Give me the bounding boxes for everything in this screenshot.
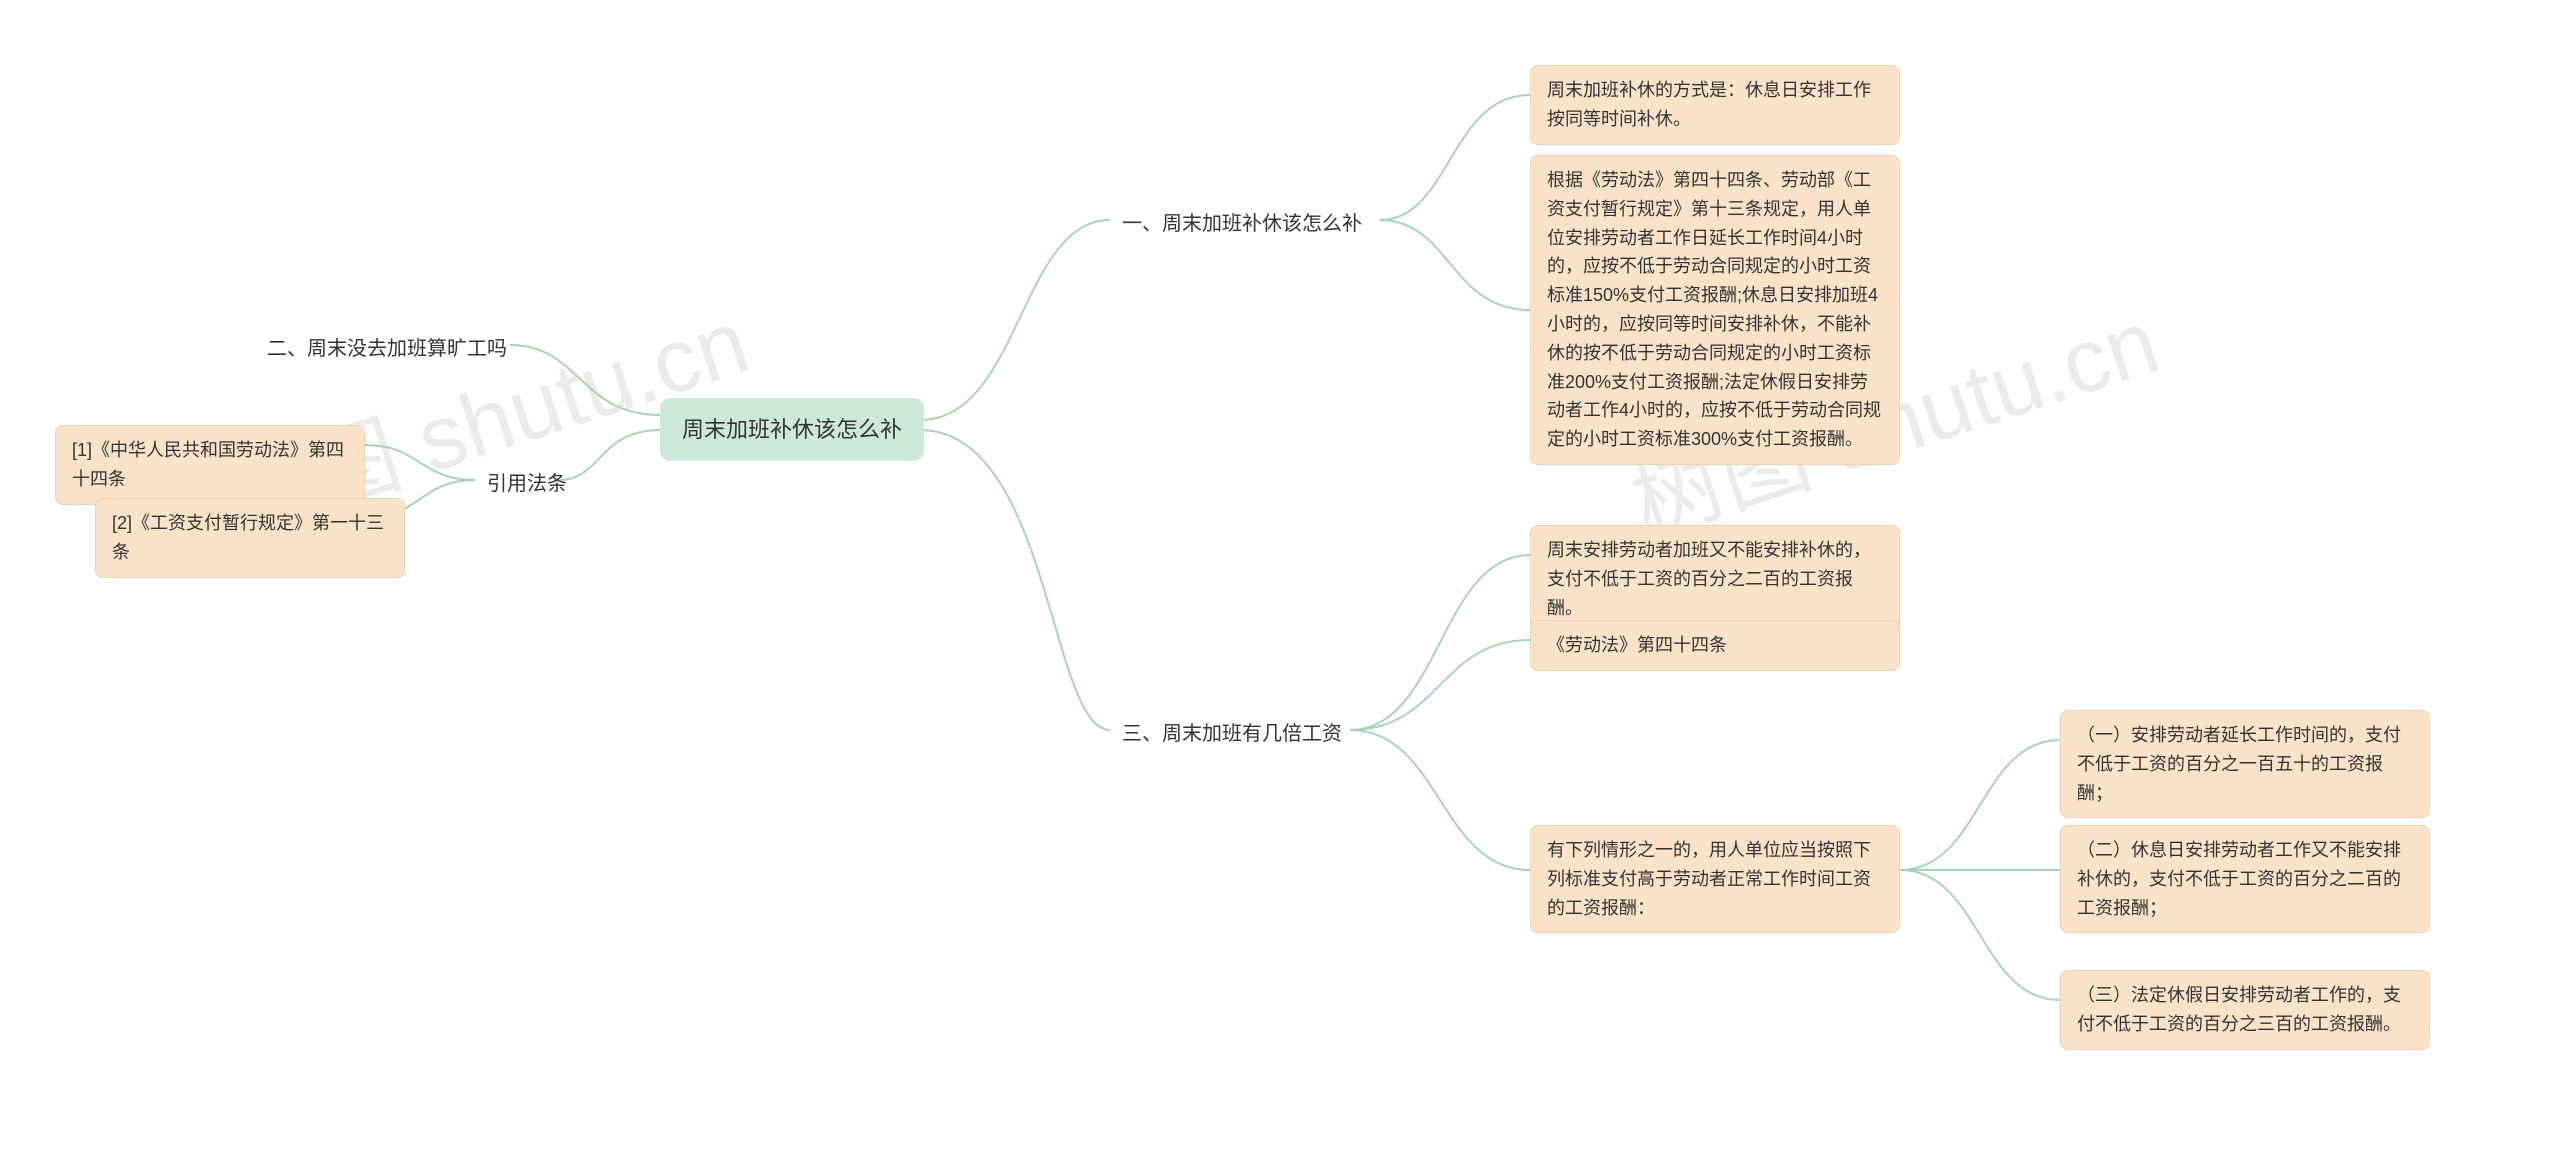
branch-2[interactable]: 二、周末没去加班算旷工吗 bbox=[255, 325, 519, 373]
leaf-3c2[interactable]: （二）休息日安排劳动者工作又不能安排补休的，支付不低于工资的百分之二百的工资报酬… bbox=[2060, 825, 2430, 933]
leaf-4b[interactable]: [2]《工资支付暂行规定》第一十三条 bbox=[95, 498, 405, 578]
leaf-1a[interactable]: 周末加班补休的方式是：休息日安排工作按同等时间补休。 bbox=[1530, 65, 1900, 145]
branch-1[interactable]: 一、周末加班补休该怎么补 bbox=[1110, 200, 1374, 248]
leaf-3c1[interactable]: （一）安排劳动者延长工作时间的，支付不低于工资的百分之一百五十的工资报酬； bbox=[2060, 710, 2430, 818]
leaf-4a[interactable]: [1]《中华人民共和国劳动法》第四十四条 bbox=[55, 425, 365, 505]
leaf-3a[interactable]: 周末安排劳动者加班又不能安排补休的，支付不低于工资的百分之二百的工资报酬。 bbox=[1530, 525, 1900, 633]
root-node[interactable]: 周末加班补休该怎么补 bbox=[660, 398, 924, 461]
leaf-3c[interactable]: 有下列情形之一的，用人单位应当按照下列标准支付高于劳动者正常工作时间工资的工资报… bbox=[1530, 825, 1900, 933]
leaf-3b[interactable]: 《劳动法》第四十四条 bbox=[1530, 620, 1900, 671]
branch-4[interactable]: 引用法条 bbox=[475, 460, 579, 508]
leaf-1b[interactable]: 根据《劳动法》第四十四条、劳动部《工资支付暂行规定》第十三条规定，用人单位安排劳… bbox=[1530, 155, 1900, 465]
branch-3[interactable]: 三、周末加班有几倍工资 bbox=[1110, 710, 1354, 758]
leaf-3c3[interactable]: （三）法定休假日安排劳动者工作的，支付不低于工资的百分之三百的工资报酬。 bbox=[2060, 970, 2430, 1050]
